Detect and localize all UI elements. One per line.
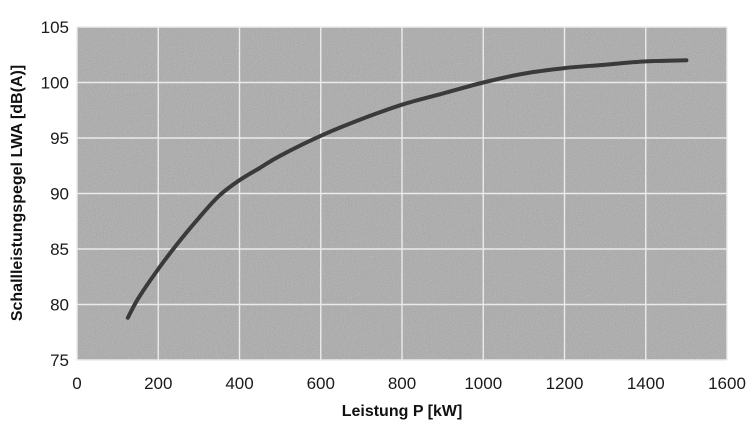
x-tick-label: 600: [307, 374, 335, 393]
x-axis-label: Leistung P [kW]: [342, 403, 463, 420]
y-tick-label: 85: [50, 240, 69, 259]
y-tick-label: 80: [50, 296, 69, 315]
y-tick-label: 95: [50, 129, 69, 148]
y-tick-label: 90: [50, 185, 69, 204]
x-tick-label: 1600: [708, 374, 746, 393]
x-tick-label: 0: [72, 374, 81, 393]
y-axis-ticks: 75 80 85 90 95 100 105: [41, 18, 69, 370]
y-tick-label: 105: [41, 18, 69, 37]
y-tick-label: 75: [50, 351, 69, 370]
x-tick-label: 800: [388, 374, 416, 393]
series-line: [125, 58, 689, 320]
x-tick-label: 200: [144, 374, 172, 393]
series-layer: [125, 58, 689, 320]
y-axis-label: Schallleistungspegel LWA [dB(A)]: [9, 65, 26, 321]
x-tick-label: 1000: [464, 374, 502, 393]
x-tick-label: 1400: [627, 374, 665, 393]
x-tick-label: 400: [225, 374, 253, 393]
y-tick-label: 100: [41, 74, 69, 93]
x-axis-ticks: 0 200 400 600 800 1000 1200 1400 1600: [72, 374, 746, 393]
x-tick-label: 1200: [546, 374, 584, 393]
